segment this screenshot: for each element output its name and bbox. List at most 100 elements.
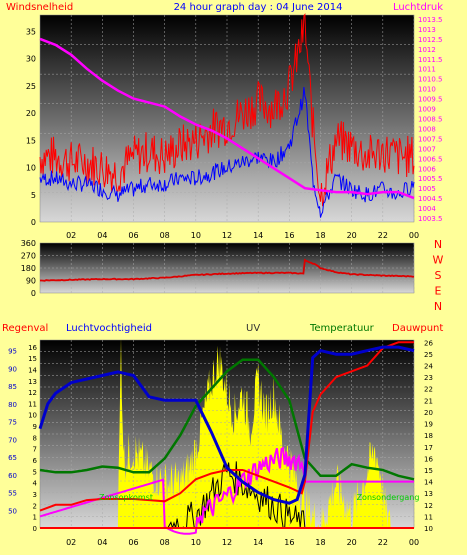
humidity-tick: 90: [8, 365, 17, 373]
dewpoint-line: [39, 341, 414, 512]
temperature-line: [39, 358, 415, 481]
pressure-tick: 1006: [418, 165, 436, 173]
panel3-series: [38, 341, 415, 535]
humidity-tick: 70: [8, 436, 17, 444]
x-tick-label: 14: [253, 231, 263, 240]
wind-speed-tick: 10: [26, 164, 36, 173]
x-tick-label: 00: [409, 538, 419, 547]
pressure-tick: 1005: [418, 185, 436, 193]
temperature-tick: 12: [424, 502, 433, 510]
x-tick-label: 22: [378, 231, 388, 240]
humidity-tick: 55: [8, 490, 17, 498]
rain-tick: 3: [33, 491, 37, 499]
pressure-tick: 1003.5: [418, 215, 443, 223]
wind-speed-tick: 20: [26, 109, 36, 118]
rain-tick: 15: [28, 355, 37, 363]
panel2-series: [40, 258, 415, 282]
x-tick-label: 04: [97, 231, 107, 240]
sunset-label: Zonsondergang: [357, 493, 420, 502]
pressure-tick: 1013: [418, 26, 436, 34]
temperature-tick: 23: [424, 374, 433, 382]
humidity-tick: 65: [8, 454, 17, 462]
pressure-tick: 1008.5: [418, 116, 443, 124]
rain-tick: 13: [28, 378, 37, 386]
x-tick-label: 20: [347, 231, 357, 240]
x-tick-label: 14: [253, 538, 263, 547]
rain-tick: 10: [28, 412, 37, 420]
humidity-tick: 50: [8, 507, 17, 515]
dewpoint-label: Dauwpunt: [392, 323, 443, 334]
compass-label: E: [435, 285, 442, 298]
humidity-tick: 60: [8, 472, 17, 480]
x-tick-label: 22: [378, 538, 388, 547]
wind-direction-tick: 90: [26, 277, 36, 286]
wind-speed-tick: 15: [26, 136, 36, 145]
rain-tick: 7: [33, 446, 37, 454]
wind-speed-tick: 35: [26, 27, 36, 36]
pressure-tick: 1012: [418, 46, 436, 54]
panel3-grid: [40, 340, 415, 528]
humidity-label: Luchtvochtigheid: [66, 323, 152, 334]
wind-speed-avg-line: [39, 86, 415, 218]
panel2-left-axis: 0 90 180 270 360: [21, 239, 36, 298]
rain-label: Regenval: [2, 323, 48, 334]
rain-tick: 2: [33, 502, 37, 510]
x-tick-label: 08: [160, 538, 170, 547]
temperature-tick: 20: [424, 409, 433, 417]
sunrise-label: Zonsopkomst: [99, 493, 153, 502]
humidity-tick: 85: [8, 383, 17, 391]
temperature-tick: 19: [424, 421, 433, 429]
humidity-tick: 95: [8, 348, 17, 356]
x-tick-label: 04: [97, 538, 107, 547]
panel1-left-axis: 0 5 10 15 20 25 30 35: [26, 27, 36, 227]
x-tick-label: 06: [128, 231, 138, 240]
wind-speed-tick: 5: [31, 191, 36, 200]
wind-direction-tick: 180: [21, 264, 36, 273]
humidity-tick: 75: [8, 419, 17, 427]
temperature-tick: 11: [424, 513, 433, 521]
wind-speed-tick: 30: [26, 55, 36, 64]
compass-label: N: [434, 300, 442, 313]
humidity-line: [38, 345, 415, 505]
x-tick-label: 16: [284, 231, 294, 240]
pressure-tick: 1007.5: [418, 135, 443, 143]
x-tick-label: 10: [191, 231, 201, 240]
pressure-tick: 1010.5: [418, 76, 443, 84]
wind-direction-tick: 360: [21, 239, 36, 248]
pressure-tick: 1009: [418, 106, 436, 114]
panel3-humidity-axis: 50 55 60 65 70 75 80 85 90 95: [8, 348, 17, 516]
panel3-temperature-axis: 10 11 12 13 14 15 16 17 18 19 20 21 22 23 24 25 26: [424, 339, 433, 533]
wind-speed-tick: 25: [26, 82, 36, 91]
wind-speed-tick: 0: [31, 218, 36, 227]
rain-tick: 6: [33, 457, 38, 465]
x-tick-label: 12: [222, 538, 232, 547]
pressure-line: [39, 37, 415, 200]
x-tick-label: 02: [66, 538, 76, 547]
wind-speed-label: Windsnelheid: [6, 2, 73, 13]
temperature-label: Temperatuur: [309, 323, 375, 334]
pressure-tick: 1009.5: [418, 96, 443, 104]
x-tick-label: 10: [191, 538, 201, 547]
pressure-tick: 1004: [418, 205, 436, 213]
rain-tick: 9: [33, 423, 37, 431]
pressure-tick: 1010: [418, 86, 436, 94]
x-tick-label: 18: [315, 538, 325, 547]
rain-tick: 11: [28, 400, 37, 408]
pressure-tick: 1005.5: [418, 175, 443, 183]
magenta-line: [39, 446, 414, 535]
pressure-tick: 1011.5: [418, 56, 443, 64]
temperature-tick: 22: [424, 386, 433, 394]
panel1-x-axis: 02 04 06 08 10 12 14 16 18 20 22 00: [66, 231, 419, 240]
pressure-tick: 1008: [418, 125, 436, 133]
rain-tick: 12: [28, 389, 37, 397]
pressure-tick: 1011: [418, 66, 436, 74]
wind-direction-line: [40, 258, 415, 282]
x-tick-label: 18: [315, 231, 325, 240]
x-tick-label: 12: [222, 231, 232, 240]
temperature-tick: 25: [424, 351, 433, 359]
